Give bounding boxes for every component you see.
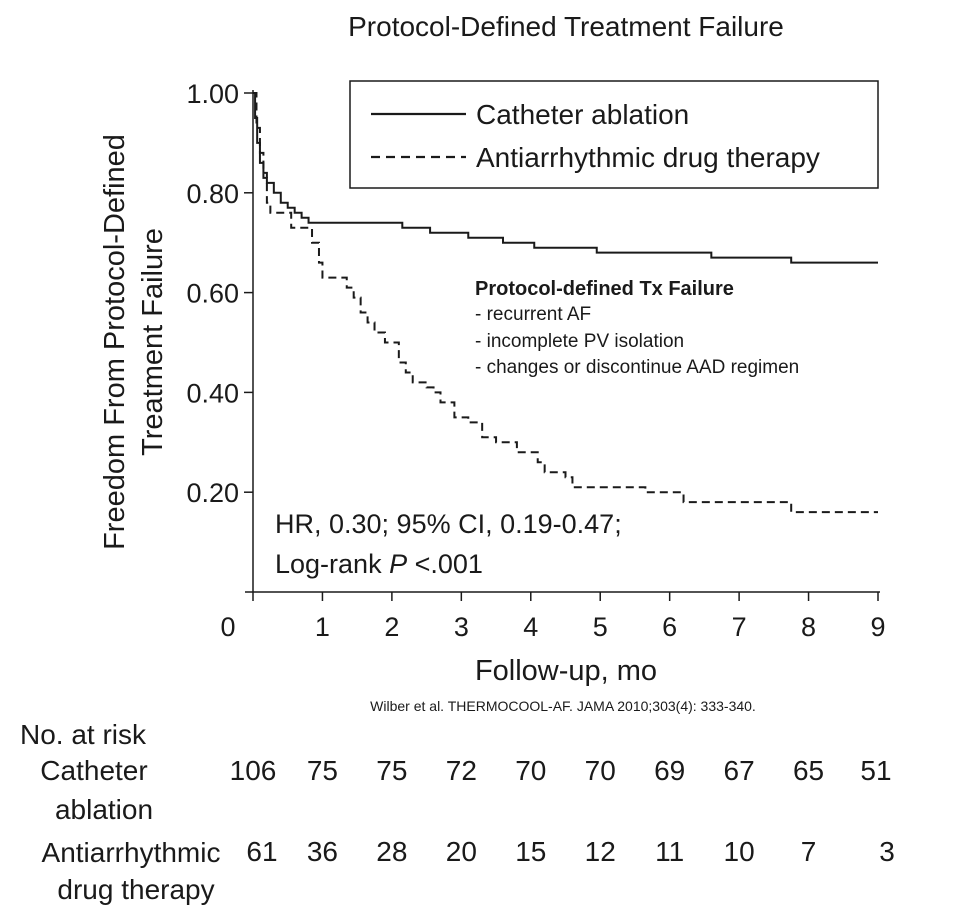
y-axis-title-line-1: Freedom From Protocol-Defined <box>99 134 131 550</box>
at-risk-value: 61 <box>246 836 277 867</box>
x-tick-label: 3 <box>454 612 469 642</box>
at-risk-row-label: Antiarrhythmic <box>42 837 221 868</box>
at-risk-value: 11 <box>655 836 684 867</box>
at-risk-value: 36 <box>307 836 338 867</box>
axes <box>245 90 880 593</box>
hazard-ratio-annotation: HR, 0.30; 95% CI, 0.19-0.47; Log-rank P … <box>275 509 622 579</box>
y-axis-title-line-2: Treatment Failure <box>137 228 169 456</box>
legend-label-catheter: Catheter ablation <box>476 99 689 130</box>
x-tick-label: 9 <box>870 612 885 642</box>
at-risk-value: 67 <box>724 755 755 786</box>
at-risk-value: 28 <box>376 836 407 867</box>
x-tick-label: 0 <box>220 612 235 642</box>
note-item: - incomplete PV isolation <box>475 331 684 352</box>
log-rank-text: Log-rank P <.001 <box>275 549 483 579</box>
note-item: - recurrent AF <box>475 304 591 325</box>
at-risk-value: 69 <box>654 755 685 786</box>
at-risk-value: 15 <box>515 836 546 867</box>
x-tick-label: 5 <box>593 612 608 642</box>
at-risk-value: 72 <box>446 755 477 786</box>
citation: Wilber et al. THERMOCOOL-AF. JAMA 2010;3… <box>370 698 756 714</box>
at-risk-table: No. at risk Catheter ablation Antiarrhyt… <box>20 719 895 905</box>
y-tick-label: 0.40 <box>186 378 239 408</box>
hazard-ratio-text: HR, 0.30; 95% CI, 0.19-0.47; <box>275 509 622 539</box>
at-risk-value: 12 <box>585 836 616 867</box>
y-tick-label: 1.00 <box>186 79 239 109</box>
y-axis-title: Freedom From Protocol-Defined Treatment … <box>99 134 169 550</box>
legend: Catheter ablation Antiarrhythmic drug th… <box>349 80 879 189</box>
at-risk-value: 70 <box>585 755 616 786</box>
legend-label-antiarrhythmic: Antiarrhythmic drug therapy <box>476 142 820 173</box>
at-risk-value: 70 <box>515 755 546 786</box>
x-ticks: 0 1 2 3 4 5 6 7 8 9 <box>220 592 886 642</box>
at-risk-value: 3 <box>879 836 895 867</box>
at-risk-header: No. at risk <box>20 719 147 750</box>
x-tick-label: 6 <box>662 612 677 642</box>
note-item: - changes or discontinue AAD regimen <box>475 357 799 378</box>
at-risk-row-label: Catheter <box>40 755 147 786</box>
series-catheter-ablation-line <box>253 92 878 264</box>
y-tick-label: 0.20 <box>186 478 239 508</box>
at-risk-value: 7 <box>801 836 817 867</box>
x-tick-label: 7 <box>732 612 747 642</box>
at-risk-value: 75 <box>307 755 338 786</box>
series-antiarrhythmic-line <box>253 92 878 514</box>
x-axis-title: Follow-up, mo <box>475 655 657 687</box>
legend-box <box>349 80 879 189</box>
at-risk-value: 20 <box>446 836 477 867</box>
x-tick-label: 2 <box>384 612 399 642</box>
x-tick-label: 4 <box>523 612 538 642</box>
at-risk-values: 106 75 75 72 70 70 69 67 65 51 61 36 28 20 15 12 11 10 7 3 <box>230 755 895 867</box>
at-risk-value: 75 <box>376 755 407 786</box>
y-tick-label: 0.80 <box>186 179 239 209</box>
at-risk-row-label: drug therapy <box>57 874 214 905</box>
at-risk-value: 10 <box>724 836 755 867</box>
at-risk-value: 51 <box>860 755 891 786</box>
at-risk-value: 65 <box>793 755 824 786</box>
series-layer <box>253 92 878 514</box>
chart-title: Protocol-Defined Treatment Failure <box>348 11 784 42</box>
x-tick-label: 8 <box>801 612 816 642</box>
at-risk-value: 106 <box>230 755 277 786</box>
y-ticks: 0.20 0.40 0.60 0.80 1.00 <box>186 79 253 508</box>
failure-definition-note: Protocol-defined Tx Failure - recurrent … <box>475 278 799 378</box>
note-heading: Protocol-defined Tx Failure <box>475 278 734 300</box>
at-risk-row-label: ablation <box>55 794 153 825</box>
y-tick-label: 0.60 <box>186 279 239 309</box>
x-tick-label: 1 <box>315 612 330 642</box>
